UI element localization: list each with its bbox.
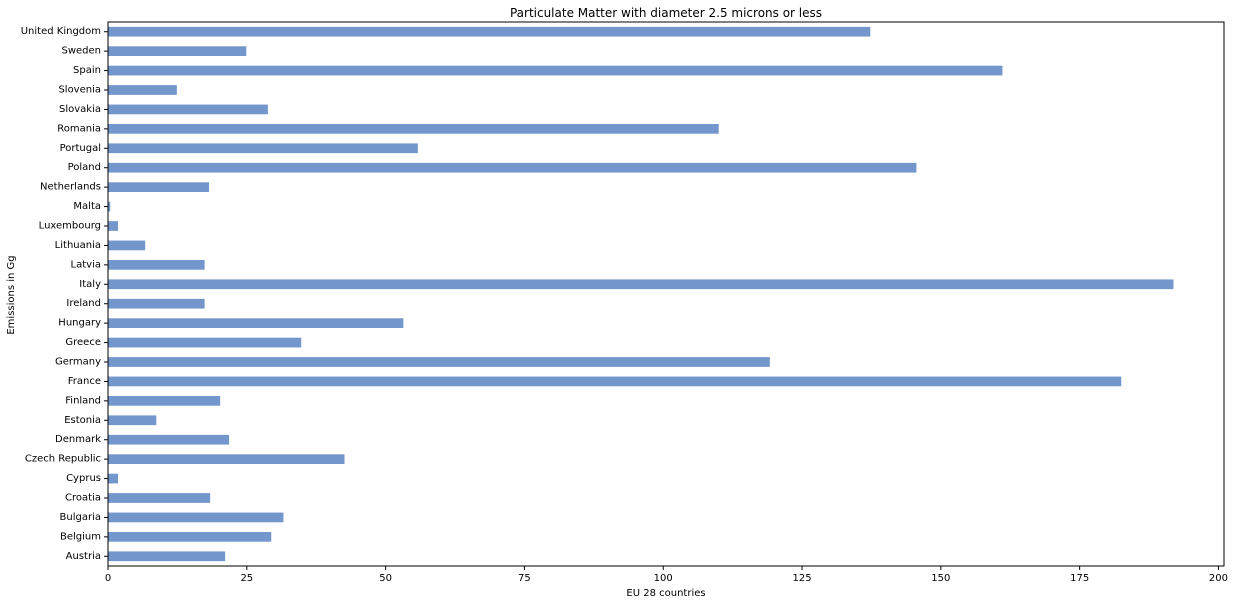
bar-greece — [108, 337, 302, 348]
y-tick-label: Latvia — [71, 259, 101, 270]
y-tick-label: Cyprus — [66, 473, 101, 484]
y-tick-label: France — [68, 376, 101, 387]
bar-bulgaria — [108, 512, 284, 523]
y-tick-label: Hungary — [58, 318, 101, 329]
bar-germany — [108, 357, 770, 367]
x-tick-label: 75 — [518, 573, 531, 584]
bar-poland — [108, 162, 917, 173]
bar-italy — [108, 279, 1174, 290]
y-tick-label: Romania — [57, 123, 101, 134]
y-tick-label: Austria — [66, 551, 101, 562]
x-tick-label: 25 — [240, 573, 253, 584]
plot-frame — [107, 21, 1225, 567]
bar-romania — [108, 124, 719, 134]
bar-netherlands — [108, 182, 210, 192]
y-tick-label: Czech Republic — [25, 454, 101, 465]
x-axis-label: EU 28 countries — [626, 588, 705, 599]
bar-croatia — [108, 493, 211, 503]
y-tick-label: Lithuania — [55, 240, 101, 251]
bar-slovakia — [108, 104, 268, 115]
y-tick-label: Germany — [55, 357, 101, 368]
bar-portugal — [108, 143, 418, 154]
chart-title: Particulate Matter with diameter 2.5 mic… — [510, 6, 822, 20]
y-tick-label: Estonia — [64, 415, 101, 426]
y-axis-ticks: United Kingdom Sweden Spain Slovenia Slovaki… — [21, 26, 108, 562]
y-tick-label: Netherlands — [40, 182, 101, 193]
bar-czech-republic — [108, 454, 345, 464]
bar-luxembourg — [108, 221, 118, 231]
y-tick-label: Slovenia — [58, 85, 101, 96]
y-tick-label: Poland — [68, 162, 101, 173]
x-tick-label: 125 — [792, 573, 811, 584]
bars-layer — [108, 26, 1174, 562]
y-tick-label: Slovakia — [59, 104, 101, 115]
bar-finland — [108, 396, 221, 406]
bar-sweden — [108, 46, 247, 56]
y-tick-label: Ireland — [66, 298, 101, 309]
bar-hungary — [108, 318, 404, 328]
y-tick-label: Finland — [65, 395, 101, 406]
y-tick-label: Italy — [79, 279, 101, 290]
bar-austria — [108, 551, 226, 562]
bar-lithuania — [108, 240, 146, 251]
bar-ireland — [108, 298, 205, 309]
x-tick-label: 0 — [105, 573, 111, 584]
y-tick-label: Denmark — [55, 434, 101, 445]
bar-france — [108, 376, 1122, 387]
x-tick-label: 200 — [1209, 573, 1228, 584]
y-tick-label: Greece — [65, 337, 101, 348]
y-tick-label: Luxembourg — [39, 221, 101, 232]
x-tick-label: 50 — [379, 573, 392, 584]
y-tick-label: Bulgaria — [60, 512, 101, 523]
y-tick-label: Croatia — [65, 493, 101, 504]
bar-estonia — [108, 415, 157, 426]
bar-belgium — [108, 532, 272, 542]
x-axis-ticks: 0 25 50 75 100 125 150 175 200 — [105, 566, 1228, 584]
x-tick-label: 100 — [654, 573, 673, 584]
x-tick-label: 150 — [931, 573, 950, 584]
y-tick-label: Malta — [73, 201, 101, 212]
bar-cyprus — [108, 473, 118, 484]
y-tick-label: Belgium — [60, 531, 101, 542]
bar-spain — [108, 65, 1003, 76]
bar-united-kingdom — [108, 26, 871, 37]
bar-slovenia — [108, 85, 177, 95]
y-tick-label: Spain — [73, 65, 101, 76]
y-tick-label: Sweden — [61, 46, 101, 57]
bar-malta — [108, 201, 111, 212]
bar-latvia — [108, 260, 205, 270]
bar-denmark — [108, 434, 230, 445]
x-tick-label: 175 — [1070, 573, 1089, 584]
y-tick-label: Portugal — [60, 143, 101, 154]
y-tick-label: United Kingdom — [21, 26, 101, 37]
y-axis-label: Emissions in Gg — [6, 255, 17, 334]
